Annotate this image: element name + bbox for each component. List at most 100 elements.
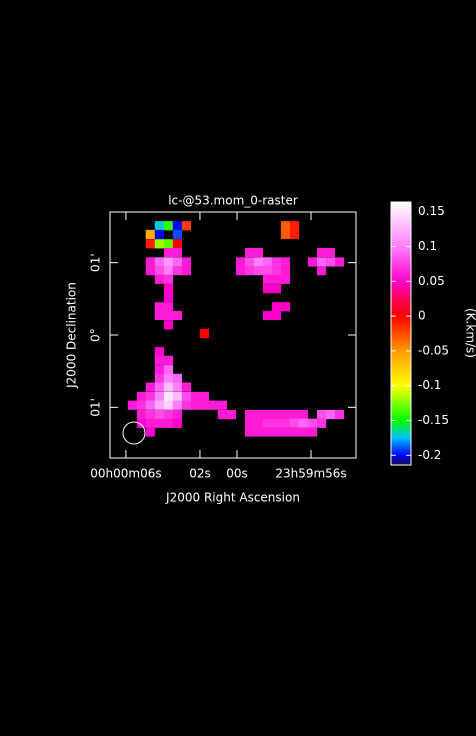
pixel bbox=[154, 302, 165, 312]
pixel bbox=[280, 302, 291, 312]
pixel bbox=[154, 266, 165, 276]
pixel bbox=[145, 418, 155, 428]
pixel bbox=[262, 257, 273, 267]
pixel bbox=[163, 373, 174, 384]
pixel bbox=[145, 266, 155, 276]
pixel bbox=[235, 257, 246, 267]
pixel bbox=[163, 284, 174, 294]
pixel bbox=[181, 221, 192, 231]
pixel bbox=[163, 382, 174, 392]
chart-title: lc-@53.mom_0-raster bbox=[168, 194, 298, 208]
y-tick-label: 01' bbox=[89, 253, 103, 272]
pixel bbox=[136, 409, 147, 420]
pixel bbox=[262, 266, 273, 276]
pixel bbox=[271, 427, 282, 437]
pixel bbox=[154, 229, 165, 240]
x-tick-label: 23h59m56s bbox=[275, 467, 346, 481]
pixel bbox=[280, 274, 291, 284]
pixel bbox=[154, 365, 165, 375]
pixel bbox=[163, 391, 174, 402]
pixel bbox=[316, 418, 327, 428]
pixel bbox=[262, 427, 273, 437]
pixel bbox=[262, 310, 273, 321]
pixel bbox=[307, 418, 318, 428]
y-tick-label: 01' bbox=[89, 398, 103, 417]
colorbar-tick-label: 0.1 bbox=[418, 239, 437, 253]
pixel bbox=[172, 221, 182, 231]
pixel bbox=[199, 328, 210, 339]
pixel bbox=[244, 266, 255, 276]
pixel bbox=[154, 391, 165, 402]
pixel bbox=[145, 427, 155, 437]
pixel bbox=[163, 310, 174, 321]
colorbar-tick-label: -0.2 bbox=[418, 448, 441, 462]
pixel bbox=[190, 391, 201, 402]
x-tick-label: 02s bbox=[189, 467, 211, 481]
colorbar-label: (K.km/s) bbox=[464, 308, 476, 358]
pixel bbox=[145, 391, 155, 402]
pixel bbox=[244, 418, 255, 428]
pixel bbox=[280, 418, 291, 428]
pixel bbox=[334, 409, 345, 420]
pixel bbox=[334, 257, 345, 267]
pixel bbox=[289, 229, 300, 240]
y-tick-label: 0° bbox=[89, 328, 103, 342]
pixel bbox=[280, 229, 291, 240]
pixel bbox=[289, 221, 300, 231]
pixel bbox=[163, 418, 174, 428]
pixel bbox=[172, 257, 182, 267]
pixel bbox=[325, 247, 336, 258]
pixel bbox=[163, 247, 174, 258]
pixel bbox=[163, 355, 174, 365]
pixel bbox=[163, 221, 174, 231]
x-axis-label: J2000 Right Ascension bbox=[165, 491, 300, 505]
pixel bbox=[154, 310, 165, 321]
pixel bbox=[253, 418, 264, 428]
pixel bbox=[154, 347, 165, 357]
pixel bbox=[217, 409, 227, 420]
pixel bbox=[154, 355, 165, 365]
pixel bbox=[298, 409, 309, 420]
pixel bbox=[190, 400, 201, 410]
colorbar-tick-label: -0.15 bbox=[418, 413, 449, 427]
pixel bbox=[316, 247, 327, 258]
pixel bbox=[181, 257, 192, 267]
pixel bbox=[136, 391, 147, 402]
pixel bbox=[154, 400, 165, 410]
pixel bbox=[244, 257, 255, 267]
pixel bbox=[262, 284, 273, 294]
colorbar bbox=[390, 201, 412, 466]
pixel bbox=[172, 239, 182, 249]
pixel bbox=[127, 400, 137, 410]
pixel bbox=[307, 427, 318, 437]
pixel bbox=[244, 427, 255, 437]
pixel bbox=[154, 373, 165, 384]
pixel bbox=[163, 320, 174, 330]
pixel bbox=[154, 221, 165, 231]
pixel bbox=[280, 409, 291, 420]
colorbar-tick-label: 0 bbox=[418, 309, 426, 323]
pixel bbox=[154, 239, 165, 249]
pixel bbox=[280, 221, 291, 231]
pixel bbox=[145, 382, 155, 392]
pixel bbox=[271, 274, 282, 284]
pixel bbox=[145, 229, 155, 240]
beam bbox=[122, 421, 146, 445]
pixel bbox=[325, 409, 336, 420]
pixel bbox=[262, 418, 273, 428]
pixel bbox=[145, 400, 155, 410]
pixel bbox=[307, 257, 318, 267]
pixel bbox=[316, 257, 327, 267]
pixel bbox=[253, 247, 264, 258]
pixel bbox=[262, 409, 273, 420]
pixel bbox=[136, 400, 147, 410]
pixel bbox=[154, 382, 165, 392]
colorbar-tick-label: -0.05 bbox=[418, 343, 449, 357]
pixel bbox=[271, 302, 282, 312]
pixel bbox=[145, 409, 155, 420]
pixel bbox=[271, 418, 282, 428]
pixel bbox=[199, 391, 210, 402]
pixel bbox=[199, 400, 210, 410]
